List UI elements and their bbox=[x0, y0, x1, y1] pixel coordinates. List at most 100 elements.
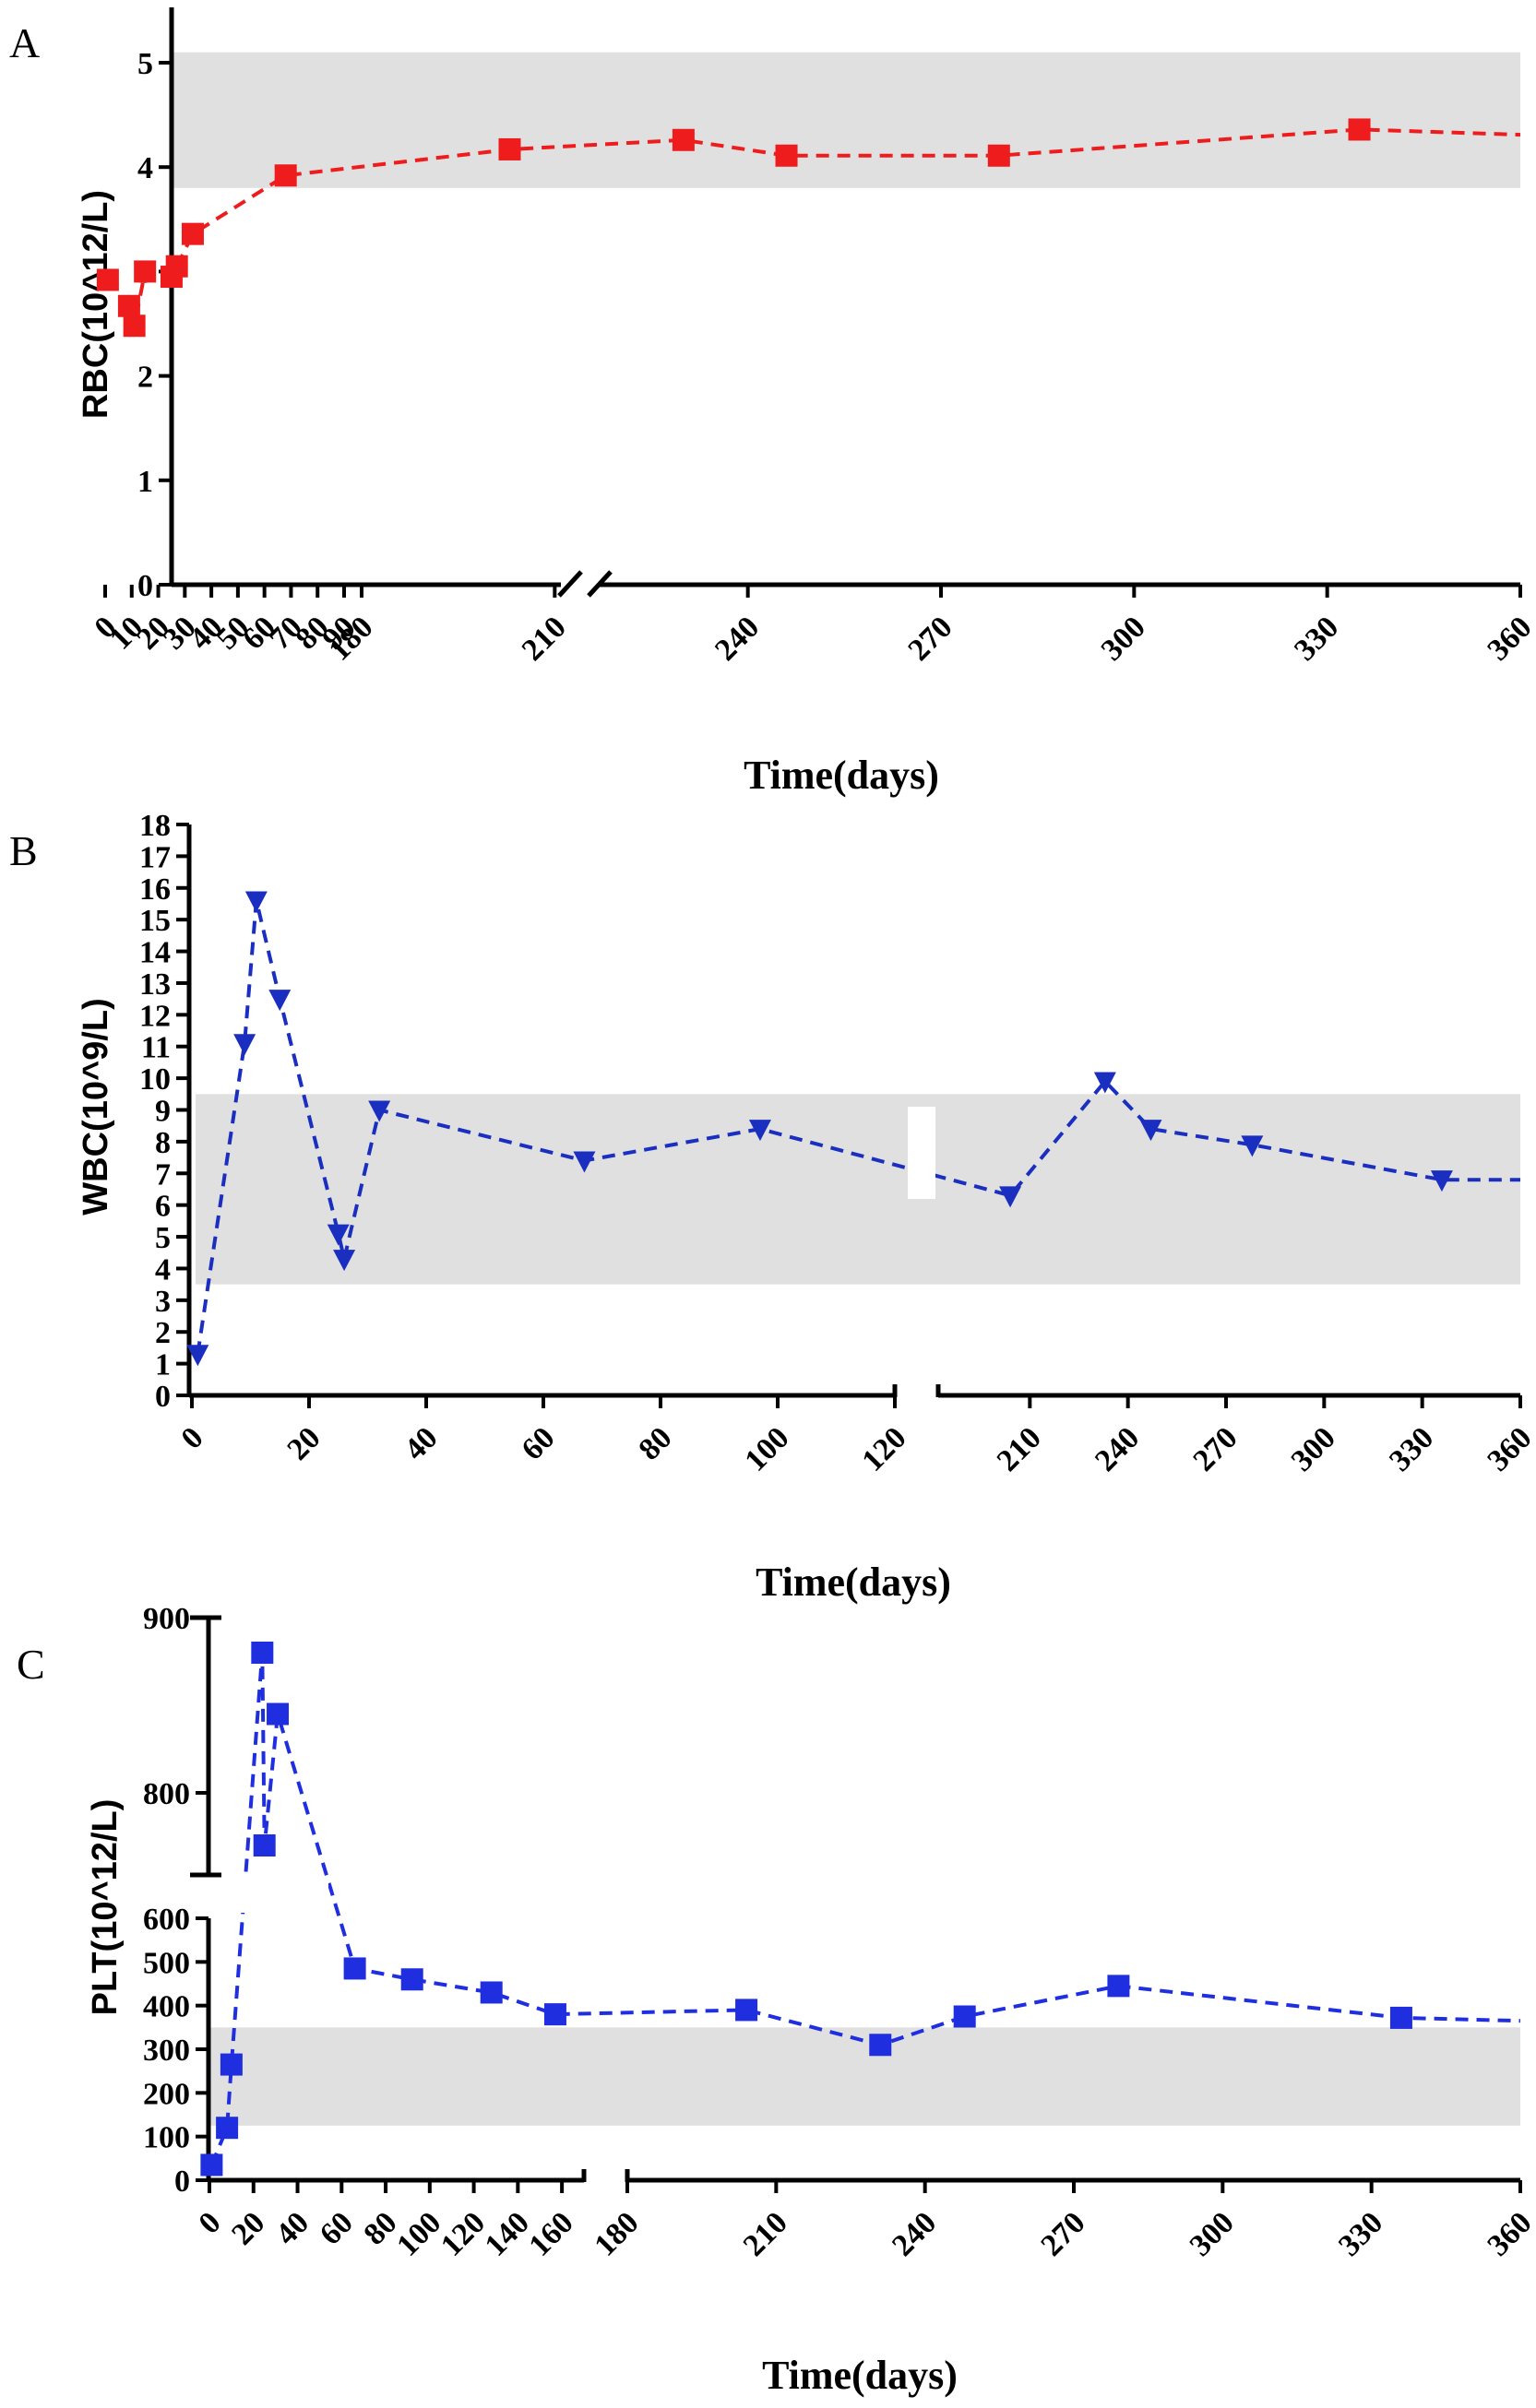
x-tick-label: 270 bbox=[1034, 2205, 1091, 2262]
y-tick-label: 100 bbox=[143, 2121, 190, 2155]
y-tick-label: 14 bbox=[139, 936, 171, 970]
y-tick-label: 5 bbox=[155, 1221, 171, 1255]
data-point bbox=[343, 1957, 366, 1980]
data-point bbox=[1241, 1135, 1264, 1157]
x-tick-label: 210 bbox=[991, 1420, 1048, 1477]
x-tick-label: 180 bbox=[588, 2205, 645, 2262]
data-point bbox=[775, 144, 798, 167]
x-tick-label: 20 bbox=[280, 1420, 327, 1466]
y-tick-label: 5 bbox=[137, 47, 153, 81]
y-tick-label: 200 bbox=[143, 2077, 190, 2111]
data-point bbox=[181, 222, 204, 245]
panel-a: A012345010203040506070809018021024027030… bbox=[9, 7, 1536, 798]
data-point bbox=[1430, 1170, 1453, 1192]
y-tick-label: 3 bbox=[155, 1285, 171, 1319]
y-tick-label: 15 bbox=[139, 904, 171, 938]
y-tick-label: 4 bbox=[155, 1252, 171, 1287]
data-point bbox=[735, 1999, 758, 2022]
data-point bbox=[953, 2005, 976, 2028]
y-tick-label: 400 bbox=[143, 1990, 190, 2024]
x-tick-label: 300 bbox=[1184, 2205, 1241, 2262]
x-tick-label: 270 bbox=[901, 610, 959, 667]
x-axis-title: Time(days) bbox=[744, 753, 939, 798]
x-tick-label: 240 bbox=[708, 610, 766, 667]
y-tick-label: 0 bbox=[155, 1380, 171, 1414]
panel-letter: B bbox=[9, 827, 38, 874]
y-tick-label: 2 bbox=[137, 361, 153, 395]
x-tick-label: 80 bbox=[632, 1420, 678, 1466]
y-tick-label: 6 bbox=[155, 1190, 171, 1224]
x-tick-label: 100 bbox=[738, 1420, 795, 1477]
data-point bbox=[165, 255, 188, 278]
data-point bbox=[1389, 2006, 1412, 2029]
data-point bbox=[869, 2034, 892, 2057]
y-tick-label: 8 bbox=[155, 1126, 171, 1160]
x-tick-label: 240 bbox=[1089, 1420, 1146, 1477]
data-point bbox=[480, 1981, 503, 2004]
y-tick-label: 13 bbox=[139, 967, 171, 1002]
data-point bbox=[498, 137, 521, 160]
data-point bbox=[251, 1642, 274, 1664]
data-point bbox=[134, 260, 157, 283]
data-point bbox=[117, 294, 140, 317]
data-point bbox=[672, 128, 695, 151]
data-point bbox=[123, 314, 146, 338]
x-tick-label: 270 bbox=[1186, 1420, 1244, 1477]
x-tick-label: 300 bbox=[1285, 1420, 1342, 1477]
x-tick-label: 360 bbox=[1481, 2205, 1536, 2262]
y-tick-label: 500 bbox=[143, 1946, 190, 1980]
x-tick-label: 330 bbox=[1332, 2205, 1389, 2262]
data-point bbox=[274, 164, 297, 187]
data-point bbox=[267, 1702, 290, 1726]
data-point bbox=[573, 1151, 596, 1173]
y-tick-label: 900 bbox=[143, 1602, 190, 1636]
y-axis-title: PLT(10^12/L) bbox=[86, 1799, 125, 2016]
panel-letter: C bbox=[17, 1641, 45, 1688]
x-tick-label: 120 bbox=[855, 1420, 912, 1477]
data-point bbox=[253, 1834, 276, 1856]
series-line bbox=[106, 127, 1521, 326]
data-point bbox=[400, 1968, 423, 1991]
x-tick-label: 60 bbox=[515, 1420, 561, 1466]
reference-range-band bbox=[210, 2027, 1520, 2126]
panel-letter: A bbox=[9, 19, 40, 66]
x-tick-label: 20 bbox=[225, 2205, 271, 2251]
line-break-gap bbox=[596, 1900, 622, 1974]
line-break-gap bbox=[908, 1107, 935, 1199]
y-tick-label: 2 bbox=[155, 1316, 171, 1350]
data-point bbox=[96, 268, 119, 291]
y-tick-label: 1 bbox=[137, 465, 153, 499]
data-point bbox=[186, 1345, 209, 1367]
y-tick-label: 0 bbox=[137, 569, 153, 603]
x-tick-label: 360 bbox=[1481, 1420, 1536, 1477]
x-tick-label: 240 bbox=[886, 2205, 943, 2262]
x-tick-label: 360 bbox=[1481, 610, 1536, 667]
data-point bbox=[244, 891, 268, 913]
line-break-gap bbox=[218, 1880, 328, 1913]
axis-break-mark bbox=[557, 570, 583, 598]
x-tick-label: 0 bbox=[192, 2205, 227, 2240]
y-tick-label: 11 bbox=[141, 1031, 171, 1065]
y-tick-label: 1 bbox=[155, 1348, 171, 1382]
x-tick-label: 160 bbox=[523, 2205, 580, 2262]
data-point bbox=[1093, 1072, 1116, 1094]
x-tick-label: 330 bbox=[1288, 610, 1345, 667]
y-axis-title: WBC(10^9/L) bbox=[77, 998, 115, 1215]
data-point bbox=[200, 2153, 223, 2177]
y-tick-label: 10 bbox=[139, 1062, 171, 1097]
data-point bbox=[1139, 1120, 1162, 1142]
panel-c: C010020030040050060080090002040608010012… bbox=[17, 1602, 1536, 2398]
y-tick-label: 18 bbox=[139, 809, 171, 843]
data-point bbox=[543, 2003, 566, 2026]
y-tick-label: 600 bbox=[143, 1903, 190, 1937]
y-tick-label: 800 bbox=[143, 1777, 190, 1811]
data-point bbox=[1348, 118, 1371, 141]
y-axis-title: RBC(10^12/L) bbox=[77, 190, 115, 419]
data-point bbox=[748, 1120, 771, 1142]
y-tick-label: 17 bbox=[139, 840, 171, 874]
data-point bbox=[268, 990, 292, 1012]
x-tick-label: 60 bbox=[314, 2205, 360, 2251]
data-point bbox=[1107, 1975, 1130, 1998]
